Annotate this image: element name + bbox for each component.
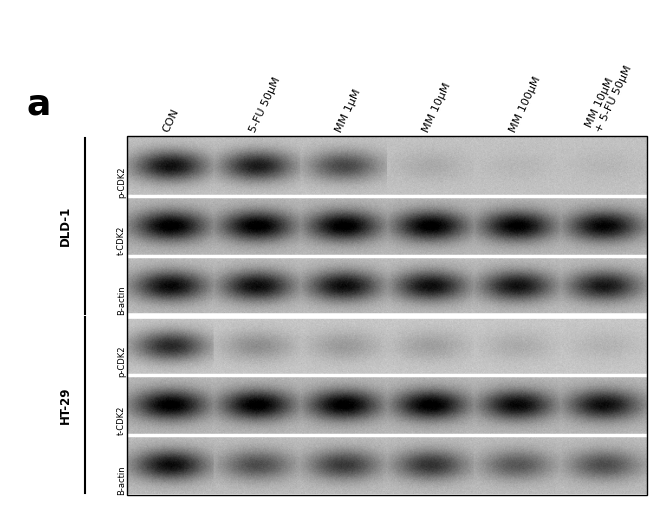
Text: p-CDK2: p-CDK2 — [117, 166, 126, 198]
Text: 5-FU 50μM: 5-FU 50μM — [248, 75, 282, 134]
Text: HT-29: HT-29 — [58, 386, 72, 424]
Text: MM 100μM: MM 100μM — [508, 75, 542, 134]
Text: CON: CON — [161, 107, 181, 134]
Text: MM 1μM: MM 1μM — [334, 87, 363, 134]
Text: B-actin: B-actin — [117, 286, 126, 315]
Text: MM 10μM
+ 5-FU 50μM: MM 10μM + 5-FU 50μM — [584, 59, 634, 134]
Text: DLD-1: DLD-1 — [58, 206, 72, 246]
Text: B-actin: B-actin — [117, 465, 126, 494]
Text: a: a — [26, 87, 51, 121]
Text: MM 10μM: MM 10μM — [421, 81, 452, 134]
Bar — [127, 136, 647, 495]
Text: t-CDK2: t-CDK2 — [117, 226, 126, 256]
Text: p-CDK2: p-CDK2 — [117, 345, 126, 377]
Text: t-CDK2: t-CDK2 — [117, 405, 126, 435]
